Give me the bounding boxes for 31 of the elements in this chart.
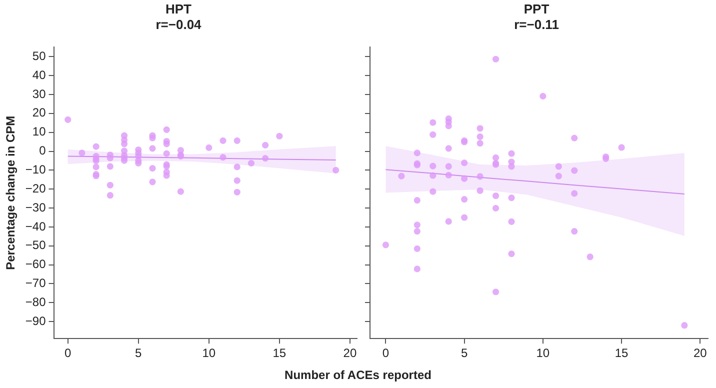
x-tick-label: 20 bbox=[693, 346, 708, 360]
y-tick-label: −40 bbox=[25, 219, 46, 234]
chart-title: HPT bbox=[166, 1, 192, 16]
x-tick-label: 5 bbox=[460, 346, 468, 360]
y-tick-label: −50 bbox=[25, 238, 46, 252]
y-tick-label: 40 bbox=[32, 68, 46, 82]
x-tick-label: 0 bbox=[382, 346, 390, 360]
y-tick-label: −80 bbox=[25, 294, 46, 309]
y-axis-title: Percentage change in CPM bbox=[4, 116, 18, 270]
y-tick-label: 10 bbox=[32, 124, 46, 139]
chart-title: PPT bbox=[524, 1, 550, 16]
y-tick-label: −20 bbox=[25, 181, 46, 196]
x-tick-label: 20 bbox=[343, 346, 357, 360]
y-tick-label: −60 bbox=[25, 257, 46, 272]
y-tick-label: −90 bbox=[25, 314, 46, 328]
x-tick-label: 15 bbox=[272, 346, 286, 360]
y-tick-label: 30 bbox=[32, 86, 46, 101]
y-tick-label: −10 bbox=[25, 162, 46, 177]
x-tick-label: 0 bbox=[64, 346, 72, 360]
chart-subtitle: r=−0.11 bbox=[514, 16, 559, 32]
x-tick-label: 10 bbox=[202, 346, 216, 360]
x-axis-title: Number of ACEs reported bbox=[284, 368, 432, 382]
y-tick-label: 50 bbox=[32, 48, 46, 63]
chart-subtitle: r=−0.04 bbox=[156, 16, 202, 32]
y-tick-label: 0 bbox=[39, 144, 46, 158]
y-tick-label: 20 bbox=[32, 106, 46, 120]
y-tick-label: −70 bbox=[25, 276, 46, 290]
x-tick-label: 5 bbox=[135, 346, 142, 360]
x-tick-label: 15 bbox=[614, 346, 629, 360]
x-tick-label: 10 bbox=[536, 346, 550, 360]
y-tick-label: −30 bbox=[25, 200, 46, 214]
